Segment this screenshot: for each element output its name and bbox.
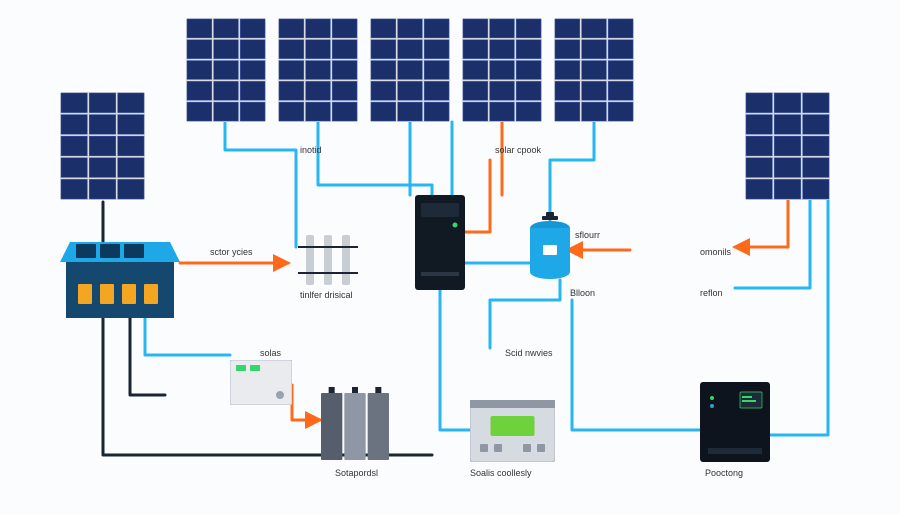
solar-panel-icon	[370, 18, 450, 122]
label-solar_cpook: solar cpook	[495, 145, 541, 155]
wire	[735, 200, 810, 288]
label-pooctong: Pooctong	[705, 468, 743, 478]
label-inotid: inotid	[300, 145, 322, 155]
label-blloon: Blloon	[570, 288, 595, 298]
label-solas: solas	[260, 348, 281, 358]
solar-panel-icon	[186, 18, 266, 122]
small_box	[230, 360, 292, 405]
inverter_blk	[700, 382, 770, 462]
wire	[292, 385, 320, 420]
label-sflourr: sflourr	[575, 230, 600, 240]
wire	[318, 122, 432, 195]
solar-panel-icon	[462, 18, 542, 122]
wire	[225, 122, 296, 247]
label-omonils: omonils	[700, 247, 731, 257]
label-sctor_ycies: sctor ycies	[210, 247, 253, 257]
wire	[130, 318, 165, 395]
panel_top_2	[278, 18, 358, 122]
panel_top_5	[554, 18, 634, 122]
control-box-icon	[230, 360, 292, 405]
wire	[550, 122, 594, 220]
meter	[470, 400, 555, 462]
grid_lines	[298, 235, 358, 285]
panel_top_1	[186, 18, 266, 122]
grid-lines-icon	[298, 235, 358, 285]
solar-panel-icon	[278, 18, 358, 122]
wire	[440, 290, 470, 430]
panel_top_4	[462, 18, 542, 122]
solar-panel-icon	[554, 18, 634, 122]
label-solapords: Sotapordsl	[335, 468, 378, 478]
tank-icon	[530, 220, 570, 290]
water_tank	[530, 220, 570, 280]
panel_top_3	[370, 18, 450, 122]
solar-panel-icon	[60, 92, 145, 200]
wire	[465, 160, 490, 232]
inverter-icon	[415, 195, 465, 290]
label-reflon: reflon	[700, 288, 723, 298]
panel_left	[60, 92, 145, 200]
label-tinlfer: tinlfer drisical	[300, 290, 353, 300]
house	[60, 238, 180, 318]
solar-panel-icon	[745, 92, 830, 200]
wire	[735, 200, 788, 247]
inverter-black-icon	[700, 382, 770, 462]
inverter_main	[415, 195, 465, 290]
battery_bank	[320, 385, 390, 460]
wire	[572, 300, 700, 430]
house-icon	[60, 238, 180, 318]
meter-icon	[470, 400, 555, 462]
battery-bank-icon	[320, 385, 390, 460]
label-scid_nwvies: Scid nwvies	[505, 348, 553, 358]
panel_right	[745, 92, 830, 200]
solar-system-diagram: inotid solar cpook sctor ycies tinlfer dris…	[0, 0, 900, 514]
label-soalis_cool: Soalis coollesly	[470, 468, 532, 478]
wire	[770, 200, 828, 435]
wire	[145, 318, 230, 355]
wire	[490, 280, 560, 348]
